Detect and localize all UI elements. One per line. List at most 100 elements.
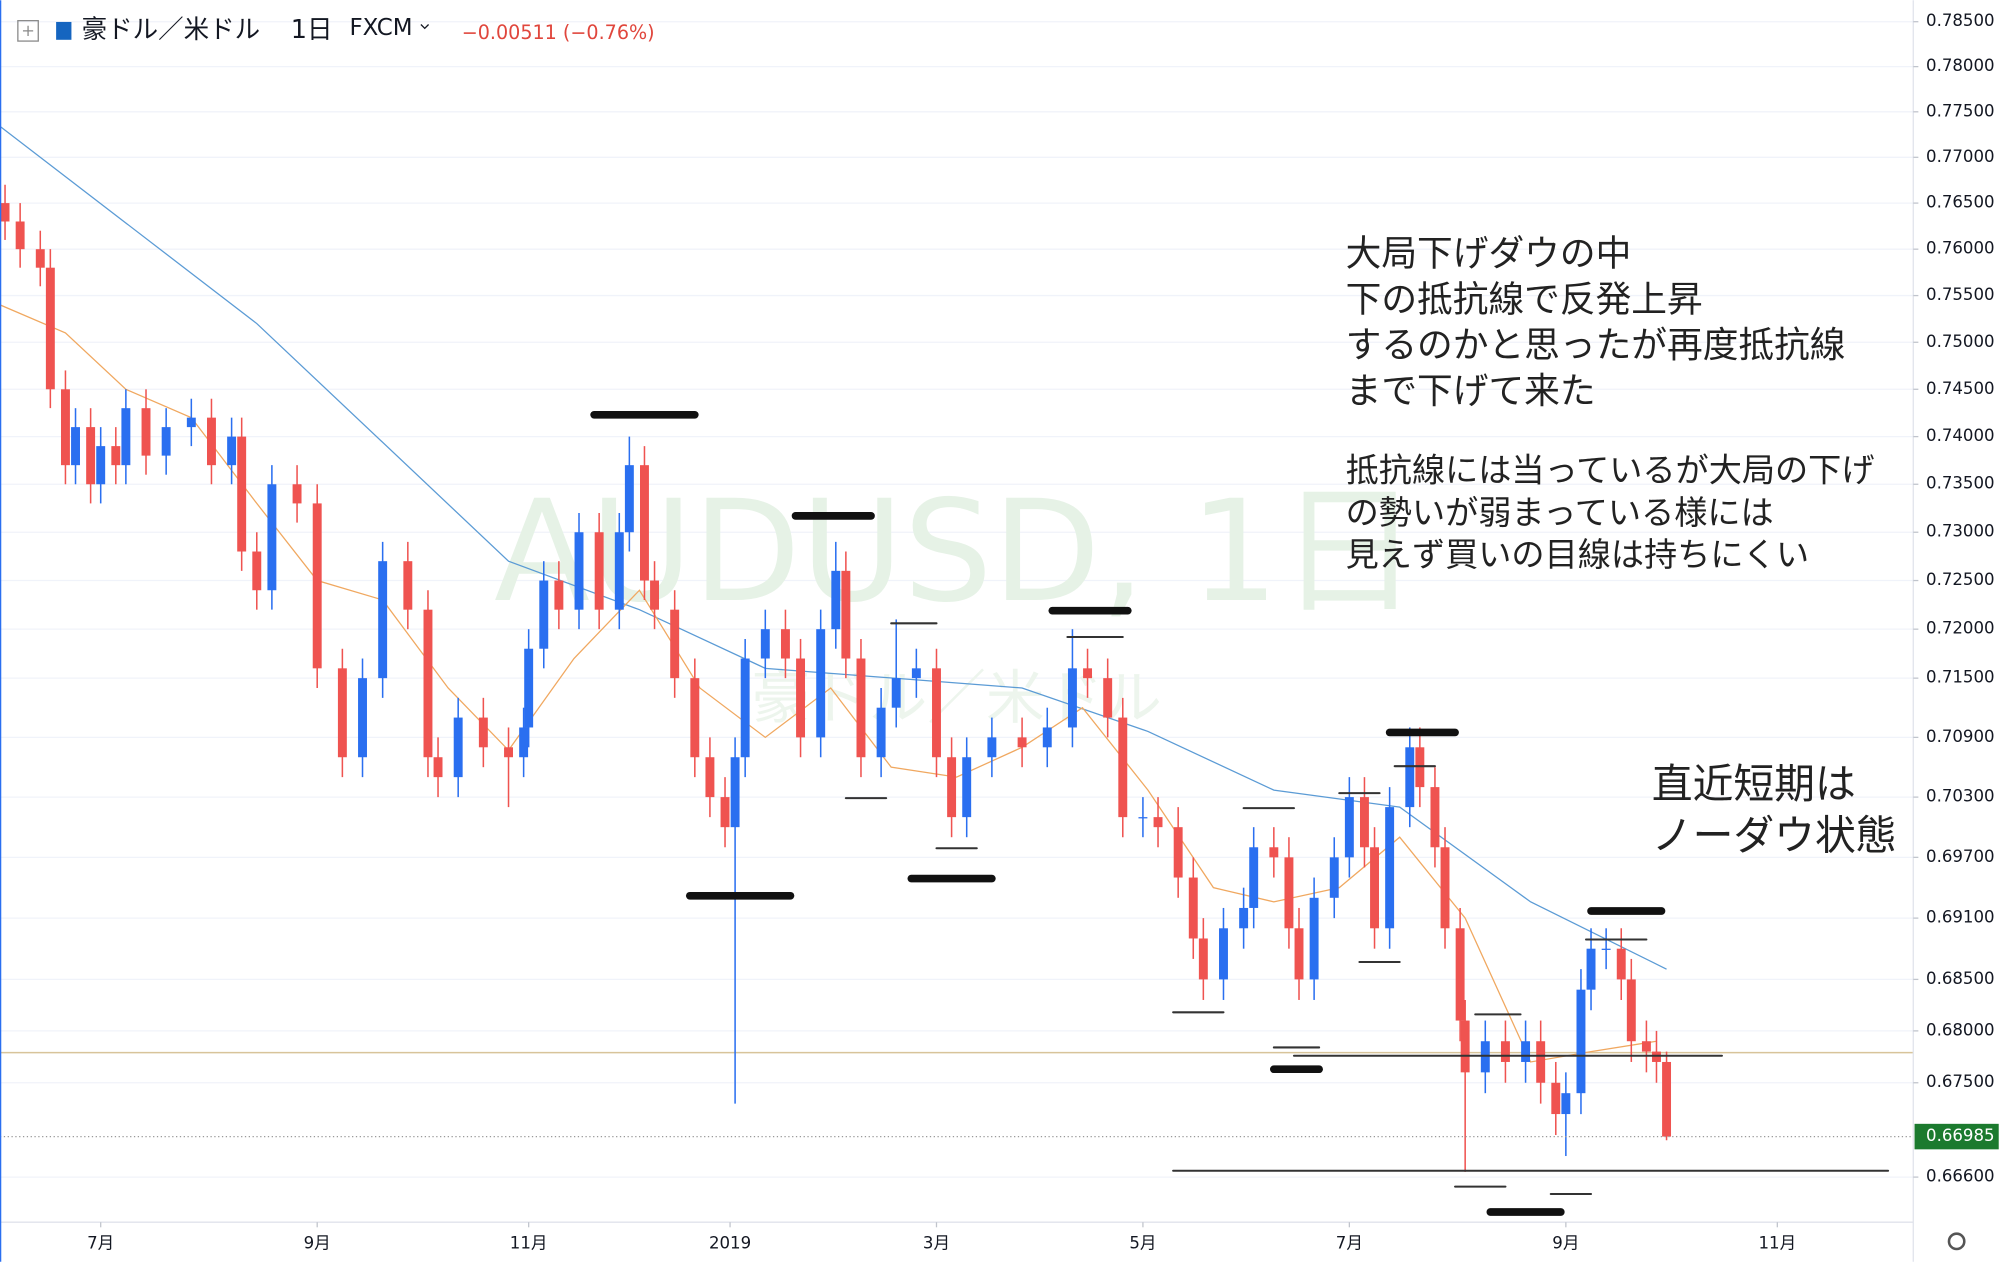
- y-tick-label: 0.66600: [1926, 1167, 1995, 1186]
- y-tick-label: 0.78000: [1926, 56, 1995, 75]
- candle-body: [1586, 948, 1596, 990]
- candle-body: [1455, 928, 1465, 1021]
- y-tick-label: 0.69700: [1926, 847, 1995, 866]
- candle-body: [1118, 717, 1128, 818]
- y-tick-label: 0.69100: [1926, 908, 1995, 927]
- dropdown-caret: [420, 24, 430, 30]
- candle-body: [932, 668, 941, 758]
- y-tick-label: 0.68500: [1926, 969, 1995, 988]
- candle-body: [841, 570, 851, 659]
- candle-body: [740, 658, 750, 758]
- x-tick-label: 7月: [87, 1233, 114, 1252]
- x-tick-label: 3月: [923, 1233, 950, 1252]
- annotation: 大局下げダウの中: [1346, 233, 1632, 274]
- y-tick-label: 0.76000: [1926, 239, 1995, 258]
- candle-body: [1329, 857, 1339, 898]
- candle-body: [650, 580, 660, 610]
- candle-body: [1103, 678, 1113, 718]
- candle-body: [690, 678, 700, 758]
- gear[interactable]: [1947, 1232, 1966, 1251]
- candle-body: [614, 532, 624, 610]
- candle-body: [161, 427, 171, 456]
- candle-body: [1188, 877, 1198, 939]
- candle-body: [1173, 827, 1183, 878]
- moving-average: [0, 125, 1667, 970]
- candle-body: [1616, 948, 1626, 980]
- candle-body: [403, 561, 413, 610]
- candle-body: [1249, 847, 1259, 908]
- candle-body: [524, 648, 534, 728]
- x-tick-label: 9月: [304, 1233, 331, 1252]
- candle-body: [1662, 1061, 1672, 1137]
- candle-body: [1440, 847, 1450, 929]
- candle-body: [539, 580, 549, 649]
- candle-body: [96, 446, 106, 485]
- annotation: 直近短期は: [1652, 760, 1856, 808]
- candle-body: [1042, 727, 1052, 748]
- header: 豪ドル／米ドル 1日 FXCM −0.00511 (−0.76%): [17, 15, 655, 45]
- candle-body: [1359, 797, 1369, 848]
- candle-body: [1309, 897, 1319, 980]
- candle-body: [1626, 979, 1636, 1042]
- candle-body: [252, 551, 262, 591]
- x-tick-label: 2019: [709, 1233, 751, 1252]
- annotation: ノーダウ状態: [1652, 811, 1897, 859]
- y-tick-label: 0.77500: [1926, 101, 1995, 120]
- y-tick-label: 0.70300: [1926, 787, 1995, 806]
- candle-body: [831, 570, 841, 630]
- candle-body: [267, 484, 277, 591]
- candle-body: [45, 267, 55, 390]
- candle-body: [670, 609, 680, 679]
- settings-icon[interactable]: [1947, 1232, 1966, 1251]
- candle-body: [1480, 1041, 1490, 1073]
- candle-body: [1521, 1041, 1531, 1062]
- y-tick-label: 0.68000: [1926, 1020, 1995, 1039]
- y-tick-label: 0.71500: [1926, 668, 1995, 687]
- x-tick-label: 9月: [1552, 1233, 1579, 1252]
- interval[interactable]: 1日: [291, 15, 333, 45]
- candle-body: [876, 707, 886, 758]
- candle-body: [1083, 668, 1093, 679]
- y-tick-label: 0.74500: [1926, 379, 1995, 398]
- candle-body: [337, 668, 347, 758]
- x-tick-label: 7月: [1336, 1233, 1363, 1252]
- symbol[interactable]: 豪ドル／米ドル: [82, 15, 261, 45]
- candle-body: [1294, 928, 1304, 980]
- y-tick-label: 0.74000: [1926, 426, 1995, 445]
- expand-icon[interactable]: [17, 20, 39, 42]
- candle-body: [816, 629, 826, 738]
- candle-body: [60, 389, 70, 466]
- candle-body: [433, 757, 443, 778]
- symbol-flag: [56, 21, 72, 40]
- annotation: まで下げて来た: [1346, 371, 1596, 412]
- y-tick-label: 0.70900: [1926, 727, 1995, 746]
- candle-body: [554, 580, 564, 610]
- y-tick-label: 0.72000: [1926, 619, 1995, 638]
- candle-body: [1284, 857, 1294, 929]
- last-price-label: 0.66985: [1926, 1126, 1995, 1145]
- candle-body: [780, 629, 790, 659]
- candle-body: [1344, 797, 1354, 858]
- candle-body: [1067, 668, 1077, 728]
- candle-body: [1017, 737, 1027, 748]
- candle-body: [1385, 807, 1395, 929]
- source[interactable]: FXCM: [349, 15, 412, 41]
- candle-body: [1198, 938, 1208, 980]
- candle-body: [111, 446, 121, 466]
- candle-body: [594, 532, 604, 610]
- candle-body: [0, 203, 10, 222]
- candle-body: [121, 408, 131, 466]
- last-price-box: [1914, 1123, 1999, 1150]
- plot-area: [0, 125, 1914, 1216]
- candle-body: [35, 249, 45, 268]
- candle-body: [1536, 1041, 1546, 1083]
- candle-body: [1551, 1082, 1561, 1115]
- candle-body: [1415, 747, 1425, 788]
- candle-body: [1500, 1041, 1510, 1062]
- candle-body: [141, 408, 151, 456]
- watermark-name: 豪ドル／米ドル: [751, 664, 1162, 732]
- candle-body: [504, 747, 513, 758]
